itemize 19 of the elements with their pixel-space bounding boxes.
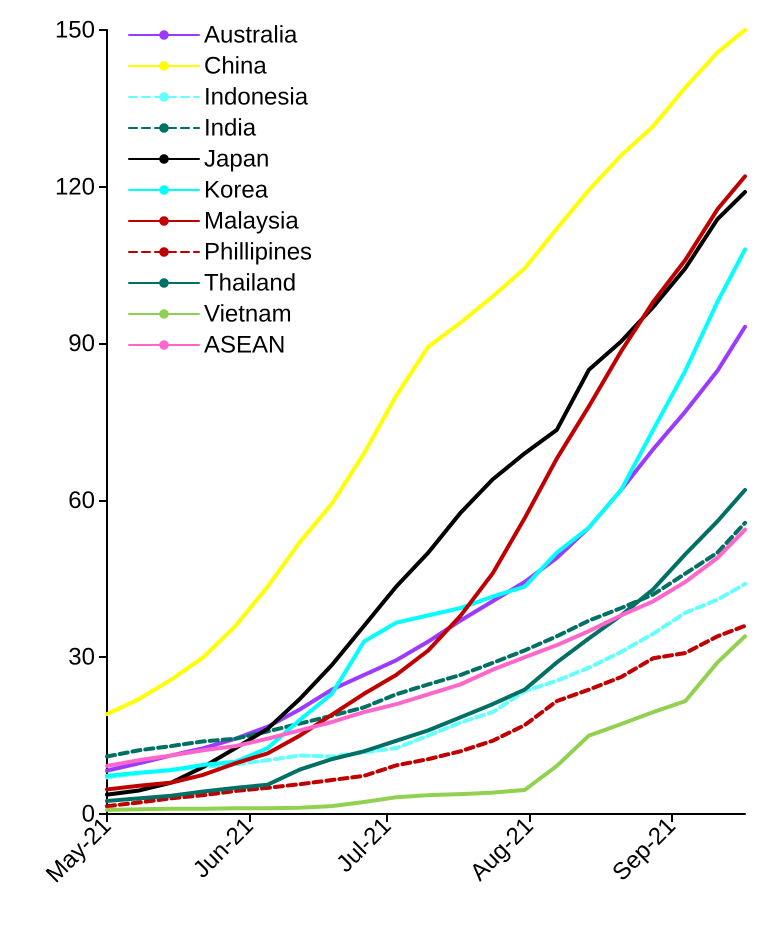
y-tick-label: 150 (54, 16, 95, 44)
legend-label: China (204, 52, 268, 80)
y-tick-label: 60 (68, 486, 95, 514)
legend-label: Australia (204, 22, 298, 48)
legend-label: Vietnam (204, 300, 292, 328)
legend-label: ASEAN (204, 332, 286, 358)
y-tick-label: 0 (82, 800, 95, 828)
legend-label: Phillipines (204, 238, 312, 266)
legend-label: Korea (204, 176, 269, 204)
legend-label: Malaysia (204, 208, 300, 234)
legend-label: Thailand (204, 270, 296, 296)
line-series (105, 582, 747, 780)
y-tick-label: 120 (54, 173, 95, 200)
y-tick-label: 90 (68, 330, 95, 358)
legend-label: Japan (204, 146, 270, 172)
y-tick-label: 30 (68, 644, 95, 671)
line-series (105, 488, 747, 803)
legend-label: Indonesia (204, 84, 309, 110)
legend-label: India (204, 114, 257, 142)
